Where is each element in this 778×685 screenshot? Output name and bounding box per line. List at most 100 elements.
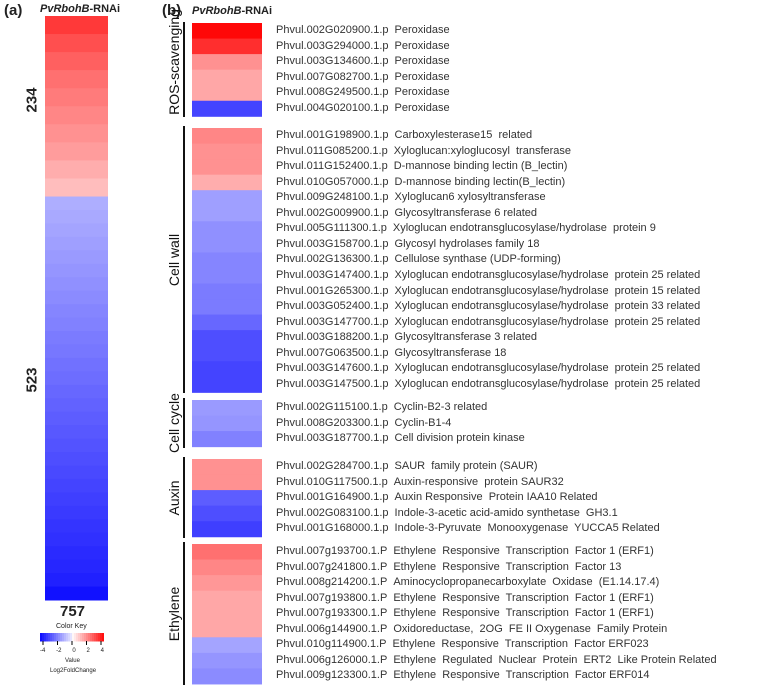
heatmap-a-stripe-down (45, 452, 108, 467)
panel-b-title: PvRbohB-RNAi (192, 5, 272, 17)
heatmap-a-stripe-up (45, 142, 108, 161)
heatmap-b-cell (192, 521, 262, 538)
group-bracket (183, 398, 185, 448)
gene-id: Phvul.008G249500.1.p (276, 86, 389, 99)
gene-id: Phvul.008g214200.1.P (276, 576, 388, 589)
gene-row: Phvul.003G147700.1.p Xyloglucan endotrans… (276, 315, 700, 331)
gene-description: Peroxidase (394, 70, 450, 83)
gene-row: Phvul.007g193700.1.P Ethylene Responsive … (276, 544, 654, 560)
gene-row: Phvul.005G111300.1.p Xyloglucan endotrans… (276, 221, 656, 237)
heatmap-a-stripe-down (45, 263, 108, 278)
heatmap-a-stripe-up (45, 34, 108, 53)
gene-id: Phvul.003G187700.1.p (276, 432, 389, 445)
heatmap-b-cell (192, 330, 262, 347)
gene-description: Xyloglucan endotransglucosylase/hydrolas… (394, 284, 701, 297)
heatmap-b-cell (192, 544, 262, 561)
color-key-cell (58, 633, 60, 642)
group-label: Auxin (166, 480, 182, 516)
gene-row: Phvul.006g144900.1.P Oxidoreductase, 2OG … (276, 622, 667, 638)
gene-description: Peroxidase (394, 101, 450, 114)
heatmap-b-cell (192, 652, 262, 669)
gene-id: Phvul.007g193800.1.P (276, 591, 388, 604)
color-key-cell (82, 633, 84, 642)
group-label: Cell wall (166, 234, 182, 287)
gene-id: Phvul.001G198900.1.p (276, 129, 389, 141)
gene-row: Phvul.002G083100.1.p Indole-3-acetic acid… (276, 506, 618, 522)
color-key-cell (78, 633, 80, 642)
gene-id: Phvul.011G152400.1.p (276, 160, 388, 173)
gene-row: Phvul.001G164900.1.p Auxin Responsive Pro… (276, 490, 598, 506)
heatmap-a-stripe-up (45, 178, 108, 198)
gene-row: Phvul.001G198900.1.p Carboxylesterase15 r… (276, 128, 532, 144)
gene-description: Glycosyl hydrolases family 18 (394, 237, 540, 250)
heatmap-a-stripe-up (45, 160, 108, 179)
heatmap-a-stripe-down (45, 532, 108, 547)
gene-id: Phvul.002G020900.1.p (276, 24, 389, 36)
color-key-cell (102, 633, 104, 642)
heatmap-a-stripe-down (45, 573, 108, 588)
heatmap-a-stripe-down (45, 209, 108, 224)
gene-id: Phvul.006g144900.1.P (276, 622, 388, 635)
panel-a-label: (a) (4, 2, 23, 19)
heatmap-a-stripe-down (45, 304, 108, 319)
heatmap-a-stripe-down (45, 277, 108, 292)
heatmap-b-cell (192, 299, 262, 316)
color-key-cell (74, 633, 76, 642)
color-key-cell (44, 633, 46, 642)
gene-description: Peroxidase (394, 39, 450, 52)
group-bracket (183, 457, 185, 538)
gene-id: Phvul.011G085200.1.p (276, 144, 388, 157)
heatmap-a-stripe-down (45, 384, 108, 399)
gene-id: Phvul.003G147600.1.p (276, 362, 389, 375)
gene-description: Xyloglucan endotransglucosylase/hydrolas… (394, 300, 701, 313)
heatmap-b-cell (192, 221, 262, 238)
heatmap-a-stripe-down (45, 331, 108, 345)
color-key-cell (54, 633, 56, 642)
gene-id: Phvul.008G203300.1.p (276, 416, 389, 429)
heatmap-a-stripe-down (45, 492, 108, 507)
heatmap-a-stripe-down (45, 559, 108, 574)
heatmap-a-stripe-up (45, 88, 108, 107)
gene-description: Indole-3-acetic acid-amido synthetase GH… (394, 506, 618, 519)
gene-description: D-mannose binding lectin (B_lectin) (393, 160, 568, 173)
gene-description: Peroxidase (394, 24, 450, 36)
gene-id: Phvul.003G052400.1.p (276, 300, 389, 313)
gene-row: Phvul.010g114900.1.P Ethylene Responsive … (276, 637, 649, 653)
color-key-cell (76, 633, 78, 642)
group-label: ROS-scavenging (166, 9, 182, 115)
panel-b-label: (b) (162, 2, 182, 19)
gene-description: Ethylene Responsive Transcription Factor… (393, 591, 654, 604)
heatmap-b-cell (192, 505, 262, 522)
gene-description: Indole-3-Pyruvate Monooxygenase YUCCA5 R… (394, 522, 660, 535)
gene-id: Phvul.009G248100.1.p (276, 191, 389, 204)
heatmap-a-stripe-down (45, 438, 108, 453)
heatmap-a-stripe-down (45, 465, 108, 480)
gene-row: Phvul.007G082700.1.p Peroxidase (276, 70, 450, 86)
gene-description: Xyloglucan6 xylosyltransferase (394, 191, 546, 204)
color-key-cell (80, 633, 82, 642)
gene-id: Phvul.003G188200.1.p (276, 331, 389, 344)
heatmap-b-cell (192, 415, 262, 432)
heatmap-a-stripe-down (45, 505, 108, 520)
color-key-cell (98, 633, 100, 642)
gene-description: Carboxylesterase15 related (394, 129, 533, 141)
gene-row: Phvul.007g241800.1.P Ethylene Responsive … (276, 560, 621, 576)
color-key (40, 633, 104, 645)
gene-row: Phvul.009g123300.1.P Ethylene Responsive … (276, 668, 650, 684)
heatmap-b-cell (192, 345, 262, 362)
group-bracket (183, 126, 185, 394)
heatmap-a-stripe-up (45, 124, 108, 143)
heatmap-b-cell (192, 128, 262, 145)
gene-row: Phvul.002G115100.1.p Cyclin-B2-3 related (276, 400, 487, 416)
heatmap-a-stripe-down (45, 344, 108, 359)
heatmap-b-cell (192, 100, 262, 117)
gene-id: Phvul.002G115100.1.p (276, 401, 388, 413)
heatmap-b-cell (192, 575, 262, 592)
gene-description: Ethylene Responsive Transcription Factor… (393, 560, 622, 573)
gene-row: Phvul.011G085200.1.p Xyloglucan:xylogluco… (276, 144, 571, 160)
gene-row: Phvul.001G168000.1.p Indole-3-Pyruvate Mo… (276, 521, 660, 537)
heatmap-a-stripe-down (45, 290, 108, 305)
heatmap-a-stripe-down (45, 398, 108, 413)
color-key-cell (64, 633, 66, 642)
gene-id: Phvul.001G164900.1.p (276, 491, 389, 504)
